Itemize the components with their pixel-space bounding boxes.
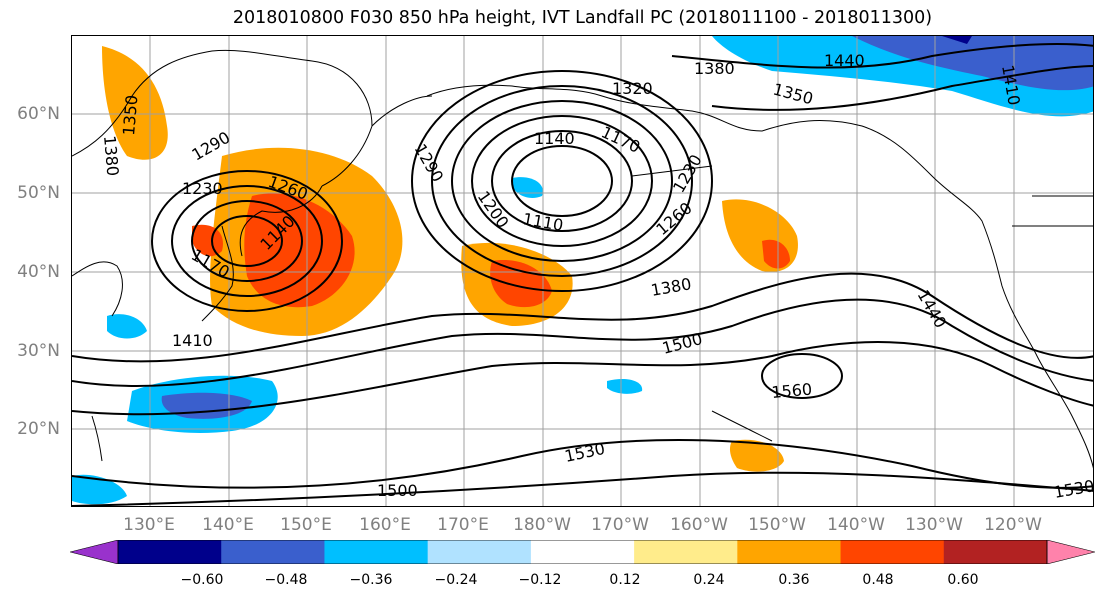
contour-label: 1380	[100, 135, 122, 177]
contour-label: 1530	[1052, 476, 1094, 502]
contour-label: 1560	[771, 380, 813, 402]
contour-label: 1320	[612, 79, 653, 98]
colorbar-tick-label: 0.12	[609, 572, 641, 588]
contour-label: 1380	[694, 59, 735, 78]
height-contours	[72, 43, 1093, 506]
contour-label: 1140	[534, 129, 575, 148]
lat-label-20n: 20°N	[17, 419, 60, 439]
colorbar-tick-label: 0.48	[862, 572, 894, 588]
ivt-shading	[72, 36, 1093, 505]
map-panel: 1380 1350 1290 1230 1260 1170 1140 1410 …	[71, 35, 1094, 507]
contour-label: 1260	[652, 198, 695, 239]
lon-label: 180°W	[513, 515, 571, 535]
colorbar-tick-label: 0.60	[947, 572, 979, 588]
colorbar-tick-label: −0.36	[349, 572, 393, 588]
lon-label: 170°W	[591, 515, 649, 535]
contour-label: 1380	[649, 274, 692, 300]
lat-label-40n: 40°N	[17, 262, 60, 282]
colorbar-segment	[221, 540, 325, 564]
lat-label-60n: 60°N	[17, 104, 60, 124]
contour-label: 1440	[824, 51, 865, 70]
lat-label-50n: 50°N	[17, 183, 60, 203]
contour-label: 1500	[377, 481, 418, 500]
coastlines	[72, 49, 1093, 469]
colorbar-segments	[70, 540, 1095, 564]
colorbar-segment	[737, 540, 842, 564]
colorbar-tick-label: −0.60	[180, 572, 224, 588]
contour-label: 1350	[119, 94, 141, 136]
contour-label: 1110	[521, 209, 564, 235]
colorbar-segment	[118, 540, 222, 564]
lon-label: 130°W	[905, 515, 963, 535]
colorbar-segment	[634, 540, 738, 564]
lon-label: 130°E	[123, 515, 175, 535]
colorbar-min-extend	[70, 540, 119, 564]
colorbar-segment	[840, 540, 945, 564]
colorbar-border	[117, 540, 1048, 564]
colorbar-tick-label: −0.12	[518, 572, 562, 588]
lon-label: 120°W	[984, 515, 1042, 535]
colorbar-segment	[943, 540, 1048, 564]
lon-label: 160°W	[670, 515, 728, 535]
map-canvas: 1380 1350 1290 1230 1260 1170 1140 1410 …	[72, 36, 1094, 506]
colorbar-segment	[530, 540, 635, 564]
colorbar-segment	[427, 540, 532, 564]
lon-label: 170°E	[437, 515, 489, 535]
colorbar-max-extend	[1046, 540, 1095, 564]
lat-label-30n: 30°N	[17, 341, 60, 361]
graticule	[72, 36, 1093, 506]
colorbar-segment	[324, 540, 429, 564]
lon-label: 140°W	[827, 515, 885, 535]
lon-label: 160°E	[359, 515, 411, 535]
colorbar-tick-label: −0.48	[264, 572, 308, 588]
contour-label: 1200	[474, 187, 513, 231]
colorbar	[70, 540, 1095, 564]
lon-label: 140°E	[202, 515, 254, 535]
map-title: 2018010800 F030 850 hPa height, IVT Land…	[232, 8, 933, 28]
contour-label: 1290	[411, 141, 448, 186]
colorbar-tick-label: 0.24	[693, 572, 725, 588]
contour-label: 1500	[660, 329, 704, 358]
colorbar-tick-label: −0.24	[434, 572, 478, 588]
contour-label: 1530	[563, 439, 607, 466]
contour-label: 1410	[172, 331, 213, 350]
lon-label: 150°W	[748, 515, 806, 535]
contour-label: 1230	[182, 179, 223, 198]
colorbar-tick-label: 0.36	[778, 572, 810, 588]
lon-label: 150°E	[280, 515, 332, 535]
